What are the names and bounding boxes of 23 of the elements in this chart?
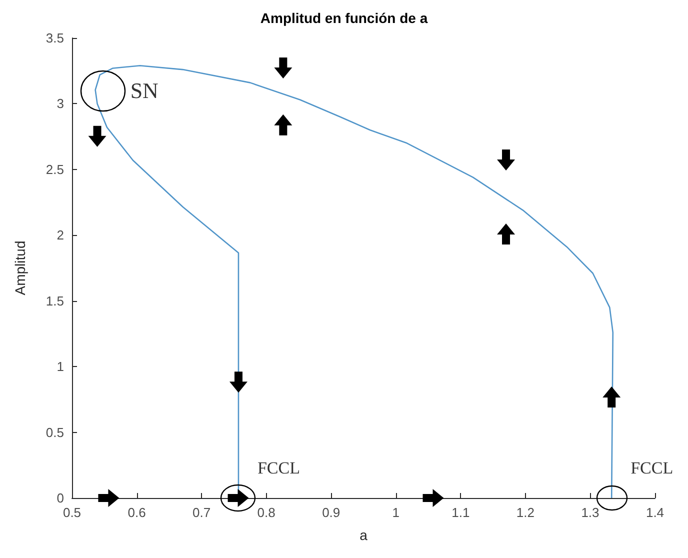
y-tick-label: 2 (56, 228, 64, 243)
y-tick-label: 0 (56, 490, 64, 506)
x-axis-title: a (360, 527, 368, 543)
annotation: FCCL (257, 458, 300, 478)
y-tick-label: 1 (56, 359, 64, 374)
annotation: SN (130, 78, 159, 104)
x-tick-label: 1.3 (581, 505, 600, 520)
x-tick-label: 0.7 (192, 505, 211, 520)
y-tick-label: 0.5 (46, 424, 64, 440)
x-tick-label: 1 (392, 505, 400, 520)
y-axis-title: Amplitud (12, 240, 28, 296)
chart-title: Amplitud en función de a (260, 10, 428, 26)
y-tick-label: 3.5 (46, 30, 64, 46)
x-tick-label: 0.8 (257, 505, 276, 520)
x-tick-label: 1.1 (452, 505, 470, 520)
y-tick-label: 2.5 (46, 162, 64, 177)
y-tick-label: 3 (56, 96, 64, 112)
x-tick-label: 0.6 (128, 505, 146, 520)
x-tick-label: 0.9 (322, 505, 340, 520)
x-tick-label: 1.4 (646, 505, 664, 520)
y-tick-label: 1.5 (46, 293, 64, 308)
x-tick-label: 1.2 (516, 505, 534, 520)
annotation: FCCL (630, 458, 674, 478)
